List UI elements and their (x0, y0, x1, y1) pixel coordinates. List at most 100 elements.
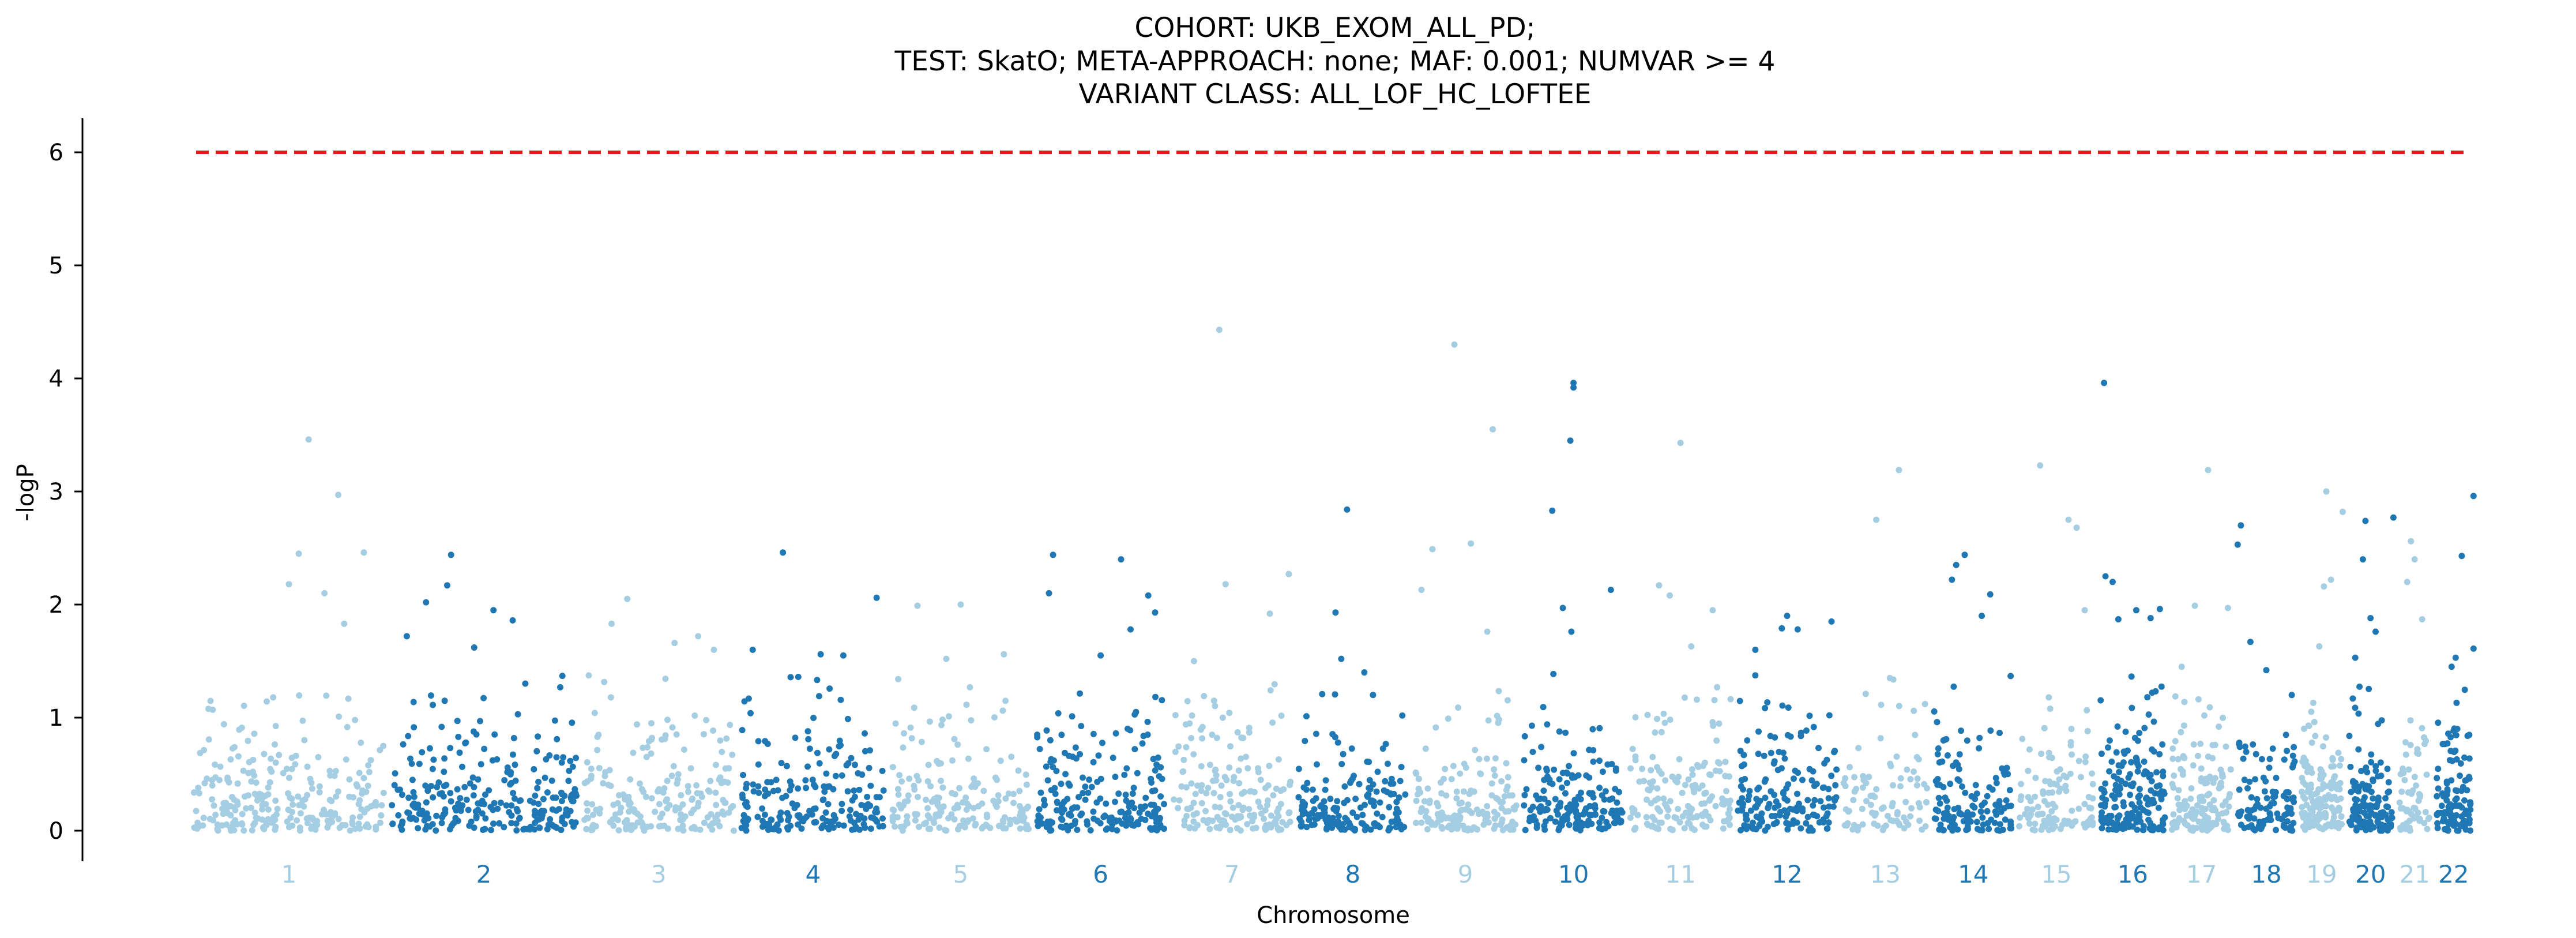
data-point (1342, 815, 1349, 821)
data-point (1873, 786, 1880, 793)
data-point (1219, 714, 1226, 721)
data-point (1272, 820, 1279, 827)
data-point-peak (957, 601, 964, 608)
data-point (1552, 818, 1559, 825)
data-point (452, 815, 459, 821)
data-point (1748, 822, 1755, 829)
data-point (2460, 783, 2466, 790)
data-point (2067, 739, 2074, 745)
data-point (2457, 772, 2463, 779)
data-point (2337, 762, 2343, 769)
data-point (1935, 745, 1942, 752)
data-point (906, 775, 913, 782)
data-point (456, 749, 463, 756)
data-point (1820, 804, 1827, 811)
data-point (1542, 818, 1549, 825)
data-point (1761, 778, 1768, 785)
data-point (1129, 790, 1136, 797)
data-point (331, 772, 338, 779)
data-point (373, 799, 379, 805)
data-point (344, 723, 351, 730)
data-point (1799, 776, 1806, 783)
data-point (1819, 785, 1826, 791)
data-point (951, 816, 958, 823)
data-point (2379, 809, 2386, 816)
data-point (607, 819, 614, 826)
data-point (2466, 801, 2473, 808)
data-point (1181, 817, 1188, 824)
data-point (648, 736, 655, 743)
data-point (1976, 745, 1983, 752)
data-point (1461, 760, 1468, 767)
data-point (1232, 816, 1239, 823)
data-point (2363, 826, 2370, 832)
data-point (2084, 727, 2091, 734)
chromosome-label: 3 (651, 860, 667, 888)
data-point-peak (1549, 507, 1556, 514)
data-point (1688, 825, 1695, 832)
data-point (1182, 721, 1189, 728)
data-point (2181, 755, 2188, 761)
data-point (1109, 826, 1116, 832)
data-point (479, 810, 486, 817)
data-point (880, 787, 887, 794)
data-point (1097, 775, 1104, 782)
data-point (235, 753, 242, 760)
data-point (1673, 815, 1680, 821)
data-point-peak (1677, 440, 1684, 447)
data-point (2360, 818, 2366, 825)
data-point (972, 822, 979, 829)
data-point (1540, 787, 1547, 794)
data-point (1062, 749, 1068, 756)
data-point (1824, 825, 1831, 832)
data-point (2118, 778, 2124, 785)
data-point (911, 786, 918, 793)
data-point (2088, 805, 2094, 812)
data-point (1773, 820, 1780, 827)
data-point (1681, 825, 1688, 832)
data-point (1157, 764, 1164, 771)
data-point (1468, 787, 1475, 794)
data-point (564, 812, 571, 819)
data-point (2348, 821, 2355, 828)
data-point (1699, 821, 1706, 828)
data-point (1379, 813, 1386, 820)
data-point (2007, 802, 2014, 809)
data-point (889, 764, 896, 771)
data-point (1122, 791, 1129, 798)
data-point (2314, 817, 2321, 824)
data-point (2222, 798, 2229, 805)
data-point (2199, 810, 2205, 817)
data-point (1193, 810, 1200, 817)
data-point (2136, 730, 2143, 737)
data-point (1416, 775, 1422, 782)
data-point (1914, 775, 1921, 782)
data-point (1550, 670, 1557, 677)
data-point (1980, 821, 1987, 828)
data-point (820, 822, 827, 829)
data-point (1571, 805, 1578, 812)
data-point (1334, 818, 1341, 825)
data-point (1187, 804, 1194, 811)
data-point (2272, 789, 2279, 796)
data-point (2334, 786, 2341, 793)
data-point (965, 755, 972, 762)
data-point-peak (1570, 380, 1577, 387)
data-point (1017, 825, 1024, 832)
data-point (1979, 814, 1986, 821)
data-point (1776, 749, 1782, 755)
data-point-peak (2234, 541, 2241, 548)
data-point (378, 812, 385, 819)
data-point-peak (1953, 561, 1960, 568)
data-point (1159, 697, 1165, 704)
data-point (689, 825, 695, 832)
data-point-peak (2359, 556, 2366, 563)
data-point (1911, 707, 1917, 714)
data-point (903, 818, 910, 825)
data-point (1349, 809, 1356, 816)
data-point (1386, 804, 1393, 811)
data-point (685, 783, 691, 790)
data-point (1699, 813, 1706, 819)
data-point (1387, 790, 1394, 797)
data-point (1675, 805, 1682, 812)
